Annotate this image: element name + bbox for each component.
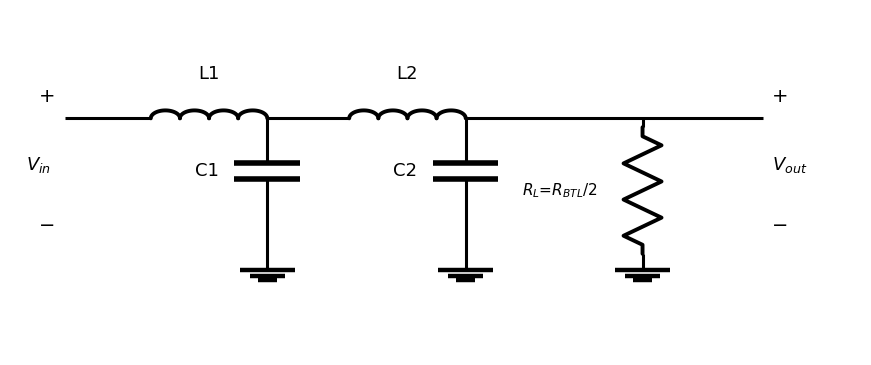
Text: C2: C2 — [394, 162, 417, 180]
Text: $R_L$=$R_{BTL}$/2: $R_L$=$R_{BTL}$/2 — [523, 181, 598, 200]
Text: $V_{in}$: $V_{in}$ — [26, 155, 51, 175]
Text: C1: C1 — [195, 162, 219, 180]
Text: L1: L1 — [198, 65, 219, 82]
Text: +: + — [39, 87, 56, 107]
Text: +: + — [773, 87, 789, 107]
Text: $V_{out}$: $V_{out}$ — [772, 155, 807, 175]
Text: L2: L2 — [396, 65, 418, 82]
Text: −: − — [39, 216, 56, 235]
Text: −: − — [773, 216, 789, 235]
